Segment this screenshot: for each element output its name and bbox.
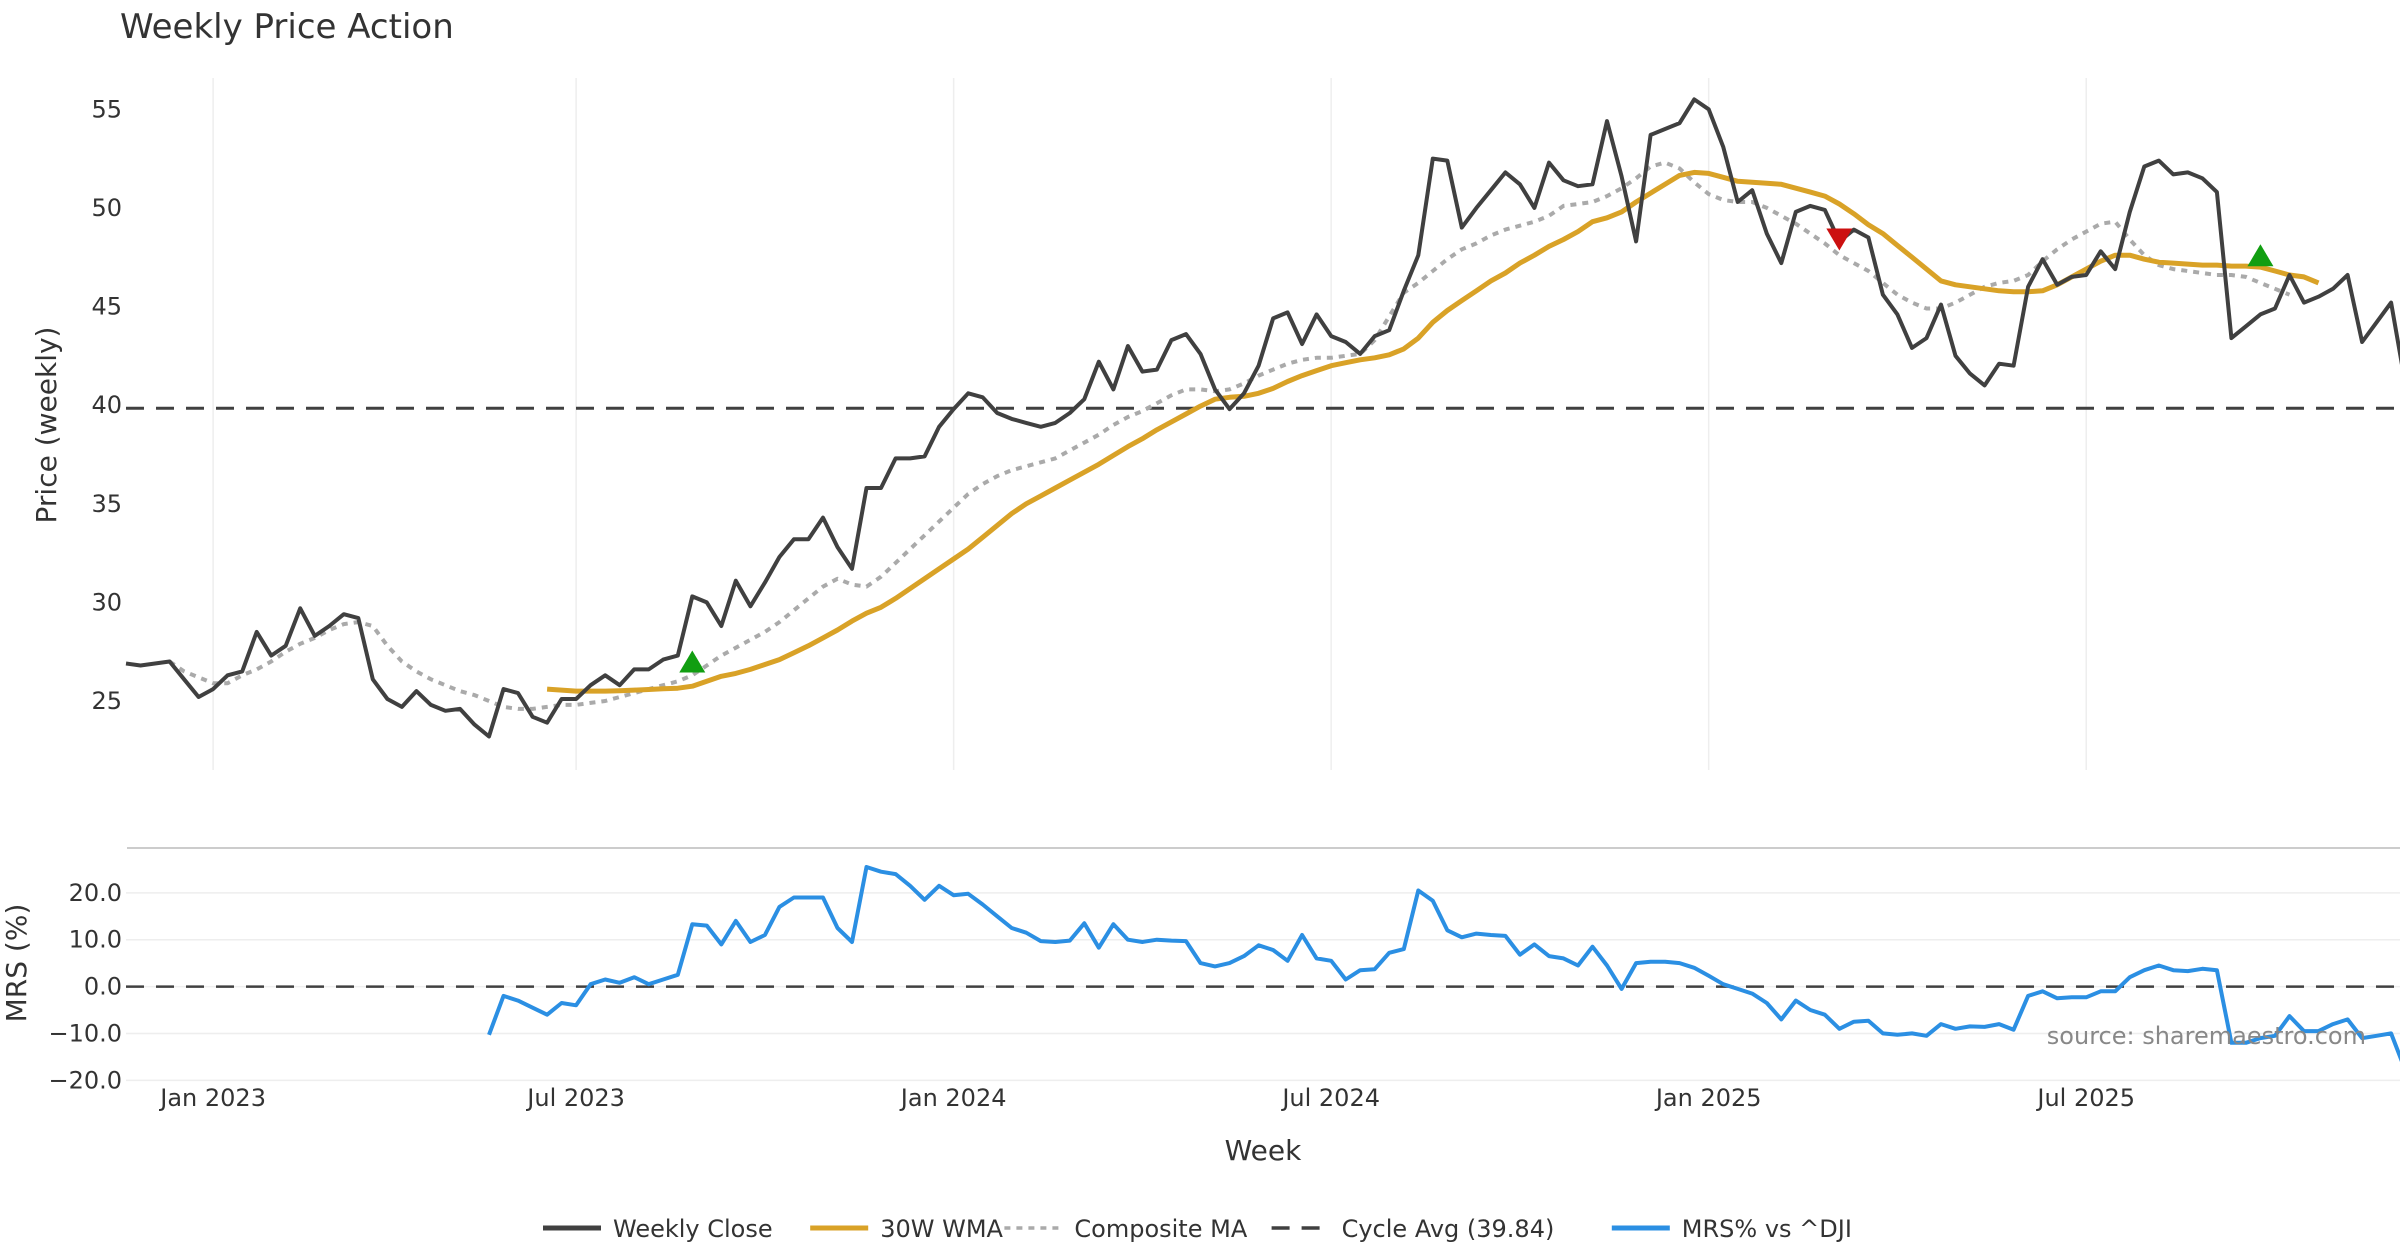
- mrs-panel: 20.0 10.0 0.0 −10.0 −20.0 MRS (%) source: sh…: [0, 865, 2400, 1095]
- legend-item-cycle-avg-39-84: Cycle Avg (39.84): [1271, 1215, 1555, 1243]
- x-tick-jan-2025: Jan 2025: [1654, 1084, 1762, 1112]
- source-annotation: source: sharemaestro.com: [2047, 1022, 2366, 1050]
- legend-item-weekly-close: Weekly Close: [543, 1215, 773, 1243]
- series-weekly-close: [125, 97, 2400, 739]
- buy-signal-marker-1: [679, 650, 706, 673]
- mrs-y-tick-10-0: 10.0: [69, 926, 122, 954]
- x-tick-jan-2023: Jan 2023: [158, 1084, 266, 1112]
- chart-title: Weekly Price Action: [120, 7, 454, 47]
- price-panel: 25 30 35 40 45 50 55 Price (weekly): [30, 78, 2400, 770]
- price-y-tick-45: 45: [91, 293, 122, 321]
- price-gridlines: [212, 78, 2087, 770]
- price-y-tick-25: 25: [91, 687, 122, 715]
- x-tick-jul-2025: Jul 2025: [2035, 1084, 2135, 1112]
- legend-label: Cycle Avg (39.84): [1342, 1215, 1555, 1243]
- price-y-tick-labels: 25 30 35 40 45 50 55: [91, 95, 122, 715]
- mrs-y-tick-10-0: −10.0: [48, 1019, 122, 1047]
- legend-label: Composite MA: [1074, 1215, 1247, 1243]
- series-mrs-vs-dji: [487, 865, 2400, 1062]
- x-tick-labels: Jan 2023 Jul 2023 Jan 2024 Jul 2024 Jan 2025…: [158, 1084, 2135, 1112]
- legend-item-mrs-vs-dji: MRS% vs ^DJI: [1611, 1215, 1852, 1243]
- mrs-series: [126, 865, 2400, 1062]
- mrs-y-tick-20-0: −20.0: [48, 1066, 122, 1094]
- legend-label: MRS% vs ^DJI: [1682, 1215, 1852, 1243]
- series-30w-wma: [546, 169, 2320, 694]
- sell-signal-marker-2: [1826, 228, 1853, 251]
- chart-legend: Weekly Close 30W WMA Composite MA Cycle Avg…: [543, 1215, 1852, 1243]
- price-y-tick-50: 50: [91, 194, 122, 222]
- price-y-tick-55: 55: [91, 95, 122, 123]
- legend-label: Weekly Close: [613, 1215, 773, 1243]
- legend-label: 30W WMA: [880, 1215, 1003, 1243]
- price-y-axis-label: Price (weekly): [30, 327, 63, 524]
- price-series: [125, 97, 2400, 739]
- price-y-tick-35: 35: [91, 490, 122, 518]
- mrs-y-tick-20-0: 20.0: [69, 879, 122, 907]
- mrs-y-axis-label: MRS (%): [0, 904, 33, 1023]
- x-axis-label: Week: [1225, 1134, 1302, 1167]
- buy-signal-marker-3: [2247, 244, 2274, 267]
- series-composite-ma: [168, 160, 2291, 711]
- legend-item-30w-wma: 30W WMA: [810, 1215, 1004, 1243]
- x-tick-jul-2024: Jul 2024: [1280, 1084, 1380, 1112]
- signal-markers: [679, 228, 2274, 673]
- price-y-tick-30: 30: [91, 588, 122, 616]
- legend-item-composite-ma: Composite MA: [1004, 1215, 1248, 1243]
- x-tick-jan-2024: Jan 2024: [899, 1084, 1007, 1112]
- mrs-y-tick-labels: 20.0 10.0 0.0 −10.0 −20.0: [48, 879, 122, 1095]
- mrs-y-tick-0-0: 0.0: [84, 973, 122, 1001]
- price-y-tick-40: 40: [91, 391, 122, 419]
- x-tick-jul-2023: Jul 2023: [525, 1084, 625, 1112]
